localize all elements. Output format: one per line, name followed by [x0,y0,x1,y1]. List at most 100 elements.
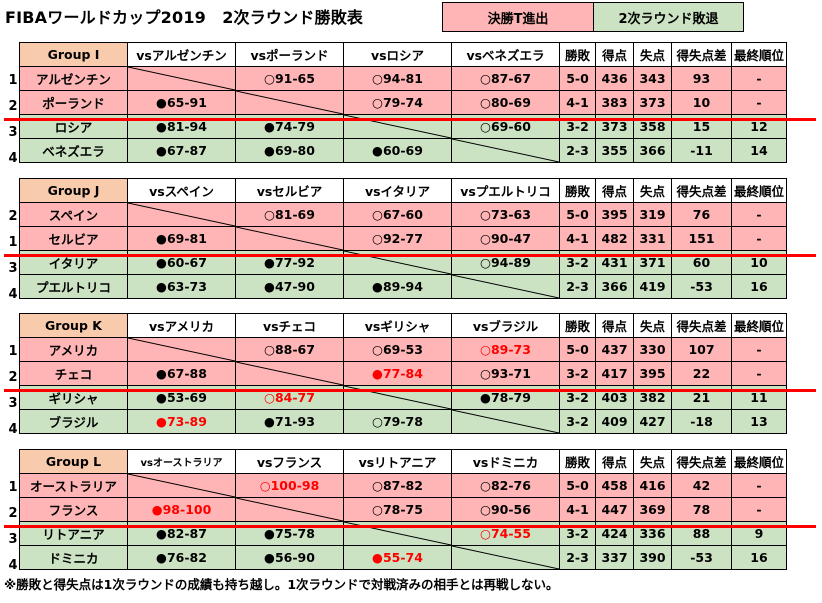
rank-number: 3 [8,532,18,547]
diagonal-cell [451,545,560,570]
result-cell: ○87-82 [343,473,452,498]
result-cell: ○79-78 [343,409,452,434]
column-header: 最終順位 [731,42,787,67]
points-against: 427 [633,409,672,434]
vs-header: vsベネズエラ [451,42,560,67]
rank-number: 2 [8,370,18,385]
result-cell: ○69-53 [343,337,452,362]
team-row: アルゼンチン ○91-65 ○94-81 ○87-67 5-0 436 343 93- [19,66,787,91]
rank-number: 4 [8,151,18,166]
column-header: 最終順位 [731,178,787,203]
final-rank: 14 [731,138,787,163]
points-against: 416 [633,473,672,498]
point-diff: -53 [671,545,732,570]
win-loss: 5-0 [559,337,596,362]
vs-header: vsフランス [235,449,344,474]
points-for: 437 [595,337,634,362]
points-for: 409 [595,409,634,434]
result-cell: ○91-65 [235,66,344,91]
rank-number: 1 [8,73,18,88]
rank-number: 3 [8,261,18,276]
points-against: 330 [633,337,672,362]
group-name: Group I [19,42,128,67]
group-name: Group L [19,449,128,474]
team-row: セルビア ●69-81 ○92-77 ○90-47 4-1 482 331 151- [19,226,787,251]
diagonal-line [236,498,343,521]
diagonal-cell [127,473,236,498]
group-name: Group K [19,313,128,338]
diagonal-cell [451,409,560,434]
diagonal-cell [235,361,344,386]
result-cell: ●77-84 [343,361,452,386]
team-name: オーストラリア [19,473,128,498]
diagonal-cell [451,138,560,163]
result-cell: ●55-74 [343,545,452,570]
rank-number: 1 [8,480,18,495]
diagonal-line [236,91,343,114]
team-name: アメリカ [19,337,128,362]
result-cell: ●73-89 [127,409,236,434]
result-cell: ○81-69 [235,202,344,227]
result-cell: ●60-69 [343,138,452,163]
diagonal-cell [127,202,236,227]
win-loss: 3-2 [559,409,596,434]
result-cell: ●65-91 [127,90,236,115]
rank-number: 1 [8,344,18,359]
legend-advance: 決勝T進出 [442,2,594,32]
points-against: 319 [633,202,672,227]
result-cell: ○93-71 [451,361,560,386]
diagonal-cell [235,90,344,115]
points-for: 447 [595,497,634,522]
team-row: アメリカ ○88-67 ○69-53 ○89-73 5-0 437 330 107- [19,337,787,362]
column-header: 得点 [595,178,634,203]
group-name: Group J [19,178,128,203]
point-diff: 107 [671,337,732,362]
points-for: 366 [595,274,634,299]
diagonal-line [452,275,559,298]
diagonal-cell [127,337,236,362]
point-diff: 22 [671,361,732,386]
points-against: 395 [633,361,672,386]
team-name: アルゼンチン [19,66,128,91]
result-cell: ○90-56 [451,497,560,522]
points-against: 390 [633,545,672,570]
result-cell: ○73-63 [451,202,560,227]
points-for: 337 [595,545,634,570]
diagonal-line [128,338,235,361]
rank-number: 2 [8,209,18,224]
result-cell: ○100-98 [235,473,344,498]
vs-header: vsポーランド [235,42,344,67]
final-rank: 13 [731,409,787,434]
win-loss: 3-2 [559,361,596,386]
points-against: 419 [633,274,672,299]
final-rank: - [731,202,787,227]
vs-header: vsロシア [343,42,452,67]
column-header: 得点 [595,313,634,338]
vs-header: vsアルゼンチン [127,42,236,67]
final-rank: - [731,226,787,251]
column-header: 勝敗 [559,449,596,474]
diagonal-line [128,474,235,497]
point-diff: 10 [671,90,732,115]
result-cell: ●67-87 [127,138,236,163]
qualification-line [4,525,816,528]
final-rank: - [731,361,787,386]
point-diff: -18 [671,409,732,434]
column-header: 最終順位 [731,449,787,474]
result-cell: ○79-74 [343,90,452,115]
result-cell: ●98-100 [127,497,236,522]
vs-header: vsリトアニア [343,449,452,474]
point-diff: 76 [671,202,732,227]
points-for: 458 [595,473,634,498]
diagonal-line [128,203,235,226]
team-name: ポーランド [19,90,128,115]
result-cell: ●69-80 [235,138,344,163]
team-name: フランス [19,497,128,522]
result-cell: ●47-90 [235,274,344,299]
rank-number: 2 [8,99,18,114]
vs-header: vsイタリア [343,178,452,203]
column-header: 失点 [633,178,672,203]
column-header: 失点 [633,449,672,474]
point-diff: -53 [671,274,732,299]
